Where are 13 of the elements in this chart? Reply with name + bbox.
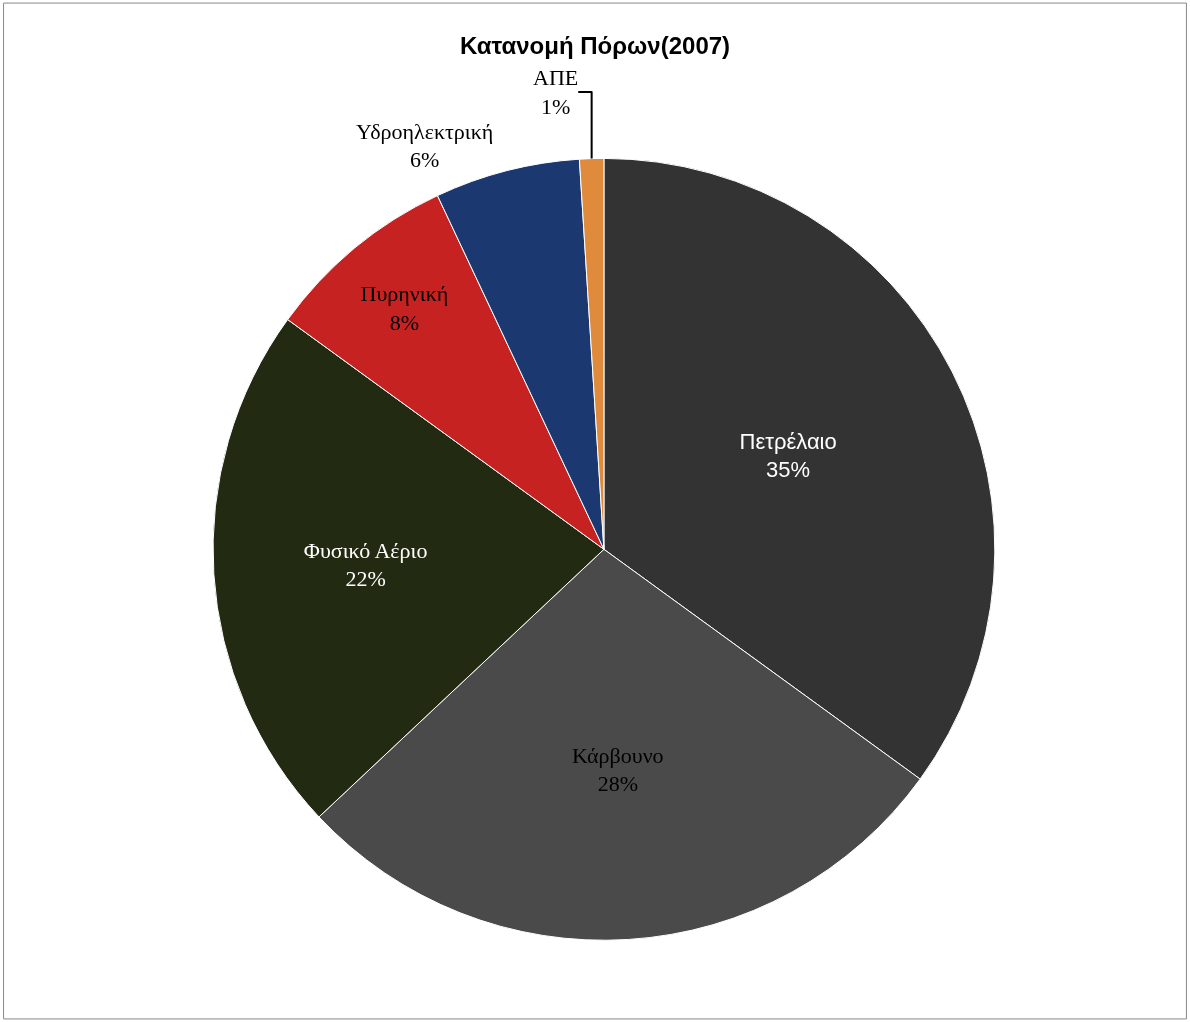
data-label: 8% [389, 309, 420, 335]
slice-label: Κάρβουνο [571, 742, 664, 768]
slice-label: Πετρέλαιο [739, 428, 837, 454]
data-label: 35% [766, 457, 811, 483]
data-label: 1% [540, 93, 571, 119]
data-label: 28% [597, 771, 638, 797]
data-label: 22% [345, 566, 386, 592]
slice-label: ΑΠΕ [533, 65, 579, 91]
slice-label: Υδροηλεκτρική [356, 118, 494, 144]
slice-label: Πυρηνική [360, 281, 449, 307]
chart-title: Κατανομή Πόρων(2007) [459, 32, 731, 60]
data-label: 6% [410, 147, 440, 173]
slice-label: Φυσικό Αέριο [303, 537, 428, 563]
